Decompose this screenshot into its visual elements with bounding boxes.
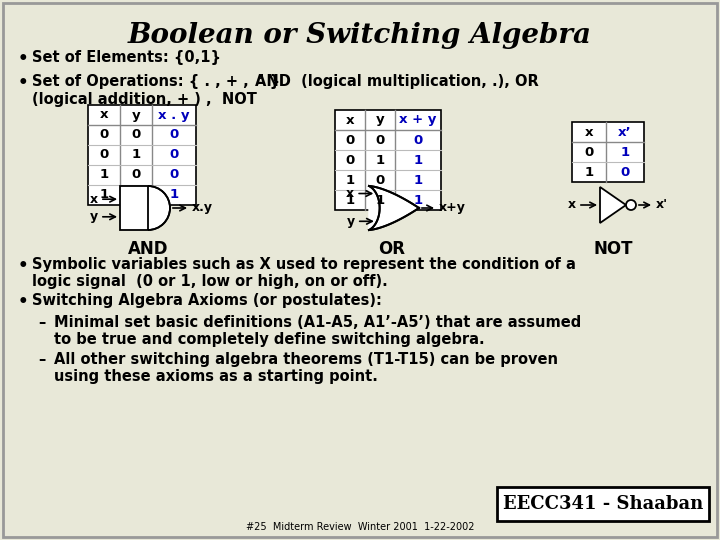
Text: x: x (585, 125, 593, 138)
Text: 1: 1 (132, 188, 140, 201)
Text: 1: 1 (99, 168, 109, 181)
Text: x: x (568, 199, 576, 212)
Bar (88, 105, 196, 205)
Text: x+y: x+y (439, 201, 466, 214)
Text: using these axioms as a starting point.: using these axioms as a starting point. (54, 369, 378, 384)
Text: Set of Operations: { . , + ,  ’ }: Set of Operations: { . , + , ’ } (32, 74, 280, 89)
Text: Switching Algebra Axioms (or postulates):: Switching Algebra Axioms (or postulates)… (32, 293, 382, 308)
Text: 1: 1 (132, 148, 140, 161)
Text: 0: 0 (169, 129, 179, 141)
Text: x’: x’ (618, 125, 632, 138)
Text: 0: 0 (375, 173, 384, 186)
Text: y: y (376, 113, 384, 126)
Text: 0: 0 (621, 165, 629, 179)
Text: 1: 1 (375, 153, 384, 166)
Text: 0: 0 (99, 129, 109, 141)
Text: logic signal  (0 or 1, low or high, on or off).: logic signal (0 or 1, low or high, on or… (32, 274, 388, 289)
Text: 0: 0 (585, 145, 593, 159)
Text: •: • (18, 74, 29, 92)
Text: x: x (346, 187, 354, 200)
Text: 1: 1 (346, 173, 354, 186)
Text: 1: 1 (413, 193, 423, 206)
Text: 1: 1 (169, 188, 179, 201)
Text: 0: 0 (346, 133, 355, 146)
Text: AND  (logical multiplication, .), OR: AND (logical multiplication, .), OR (255, 74, 539, 89)
Text: Minimal set basic definitions (A1-A5, A1’-A5’) that are assumed: Minimal set basic definitions (A1-A5, A1… (54, 315, 581, 330)
Text: 1: 1 (346, 193, 354, 206)
Text: 1: 1 (585, 165, 593, 179)
Text: AND: AND (127, 240, 168, 258)
Text: 1: 1 (375, 193, 384, 206)
Text: x: x (100, 109, 108, 122)
Text: 0: 0 (99, 148, 109, 161)
Text: •: • (18, 50, 29, 68)
Text: •: • (18, 257, 29, 275)
Text: y: y (347, 215, 355, 228)
Text: 1: 1 (413, 153, 423, 166)
Text: All other switching algebra theorems (T1-T15) can be proven: All other switching algebra theorems (T1… (54, 352, 558, 367)
Text: #25  Midterm Review  Winter 2001  1-22-2002: #25 Midterm Review Winter 2001 1-22-2002 (246, 522, 474, 532)
Text: 1: 1 (621, 145, 629, 159)
Text: Symbolic variables such as X used to represent the condition of a: Symbolic variables such as X used to rep… (32, 257, 576, 272)
Text: –: – (38, 315, 45, 330)
Text: 0: 0 (169, 148, 179, 161)
Text: 0: 0 (131, 129, 140, 141)
Text: x + y: x + y (400, 113, 437, 126)
Text: Boolean or Switching Algebra: Boolean or Switching Algebra (128, 22, 592, 49)
Text: OR: OR (379, 240, 405, 258)
Text: x: x (90, 193, 98, 206)
Text: x . y: x . y (158, 109, 190, 122)
Text: –: – (38, 352, 45, 367)
Text: •: • (18, 293, 29, 311)
Text: 1: 1 (99, 188, 109, 201)
Text: to be true and completely define switching algebra.: to be true and completely define switchi… (54, 332, 485, 347)
Text: 0: 0 (169, 168, 179, 181)
Text: x.y: x.y (192, 201, 213, 214)
Text: (logical addition, + ) ,  NOT: (logical addition, + ) , NOT (32, 92, 257, 107)
Text: y: y (90, 210, 98, 224)
FancyBboxPatch shape (497, 487, 709, 521)
Text: x': x' (656, 199, 668, 212)
Bar (120, 186, 148, 230)
Bar (335, 110, 441, 210)
Bar (572, 122, 644, 182)
Text: EECC341 - Shaaban: EECC341 - Shaaban (503, 495, 703, 513)
Text: Set of Elements: {0,1}: Set of Elements: {0,1} (32, 50, 221, 65)
Text: 0: 0 (413, 133, 423, 146)
Polygon shape (369, 186, 419, 230)
Text: 0: 0 (346, 153, 355, 166)
Polygon shape (600, 187, 626, 223)
Text: 0: 0 (375, 133, 384, 146)
Wedge shape (148, 186, 170, 230)
Text: y: y (132, 109, 140, 122)
Circle shape (626, 200, 636, 210)
Text: x: x (346, 113, 354, 126)
Text: 1: 1 (413, 173, 423, 186)
Text: 0: 0 (131, 168, 140, 181)
Text: NOT: NOT (593, 240, 633, 258)
